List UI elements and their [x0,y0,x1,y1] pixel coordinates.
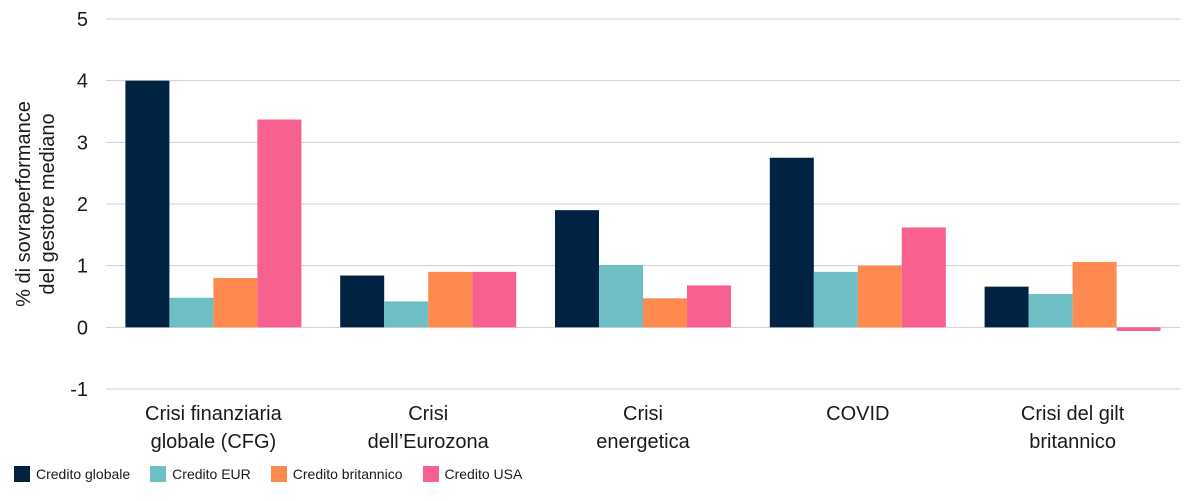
legend-swatch [422,466,439,482]
y-tick-label: 3 [77,132,88,154]
y-tick-label: -1 [70,379,88,401]
bar [599,265,643,328]
bar [769,157,814,328]
legend-item-credito-britannico: Credito britannico [270,466,403,482]
legend-swatch [150,466,167,482]
legend-item-credito-usa: Credito USA [422,466,523,482]
bar [125,80,170,328]
bar [901,227,946,328]
bar [1072,261,1117,328]
legend-label: Credito USA [444,466,523,482]
bar [1028,294,1073,328]
bar [340,275,385,328]
y-axis-label: % di sovraperformance del gestore mediano [13,101,59,307]
bar [472,271,517,328]
bar [857,265,902,328]
x-category-label: Crisi finanziaria globale (CFG) [145,403,283,453]
bar [213,278,258,328]
bar [169,297,214,328]
bar [555,210,599,328]
bar [384,301,429,328]
legend-swatch [14,466,30,482]
x-category-label: Crisi dell’Eurozona [368,403,490,453]
y-tick-label: 0 [77,317,88,339]
legend-item-credito-eur: Credito EUR [150,466,251,482]
bars [125,80,1161,332]
y-tick-label: 2 [77,194,88,216]
bar [257,119,302,328]
legend: Credito globale Credito EUR Credito brit… [14,466,522,482]
y-tick-label: 5 [77,9,88,31]
x-axis-categories: Crisi finanziaria globale (CFG) Crisi dell’… [145,403,1125,453]
bar [428,271,473,328]
legend-label: Credito britannico [292,466,403,482]
legend-label: Credito EUR [172,466,251,482]
bar [984,286,1029,328]
bar [687,285,731,328]
legend-label: Credito globale [36,466,131,482]
y-axis-ticks: -1 0 1 2 3 4 5 [70,9,88,401]
x-category-label: Crisi energetica [596,403,690,453]
legend-swatch [270,466,287,482]
bar [643,298,687,328]
bar [1116,327,1161,332]
bar [813,271,858,328]
x-category-label: Crisi del gilt britannico [1021,403,1125,453]
y-tick-label: 1 [77,256,88,278]
x-category-label: COVID [826,403,889,425]
y-tick-label: 4 [77,71,88,93]
legend-item-credito-globale: Credito globale [14,466,130,482]
